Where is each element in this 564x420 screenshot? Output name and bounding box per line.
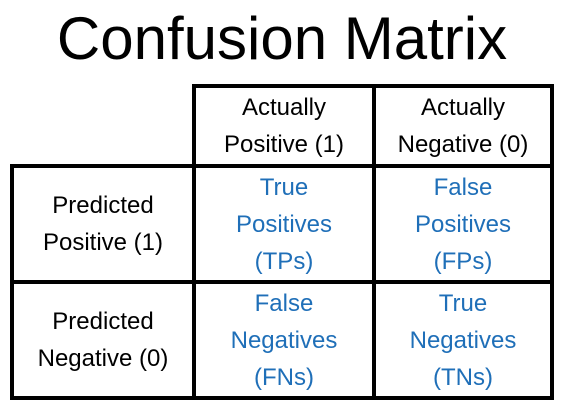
- column-header-label: Actually Positive (1): [223, 94, 345, 158]
- row-header-predicted-negative: Predicted Negative (0): [10, 280, 196, 400]
- cell-false-negatives: False Negatives (FNs): [192, 280, 376, 400]
- diagram-title: Confusion Matrix: [56, 5, 508, 72]
- cell-false-positives: False Positives (FPs): [372, 164, 554, 284]
- row-header-label: Predicted Negative (0): [37, 308, 169, 372]
- column-header-actually-positive: Actually Positive (1): [192, 84, 376, 168]
- cell-label: True Positives (TPs): [235, 173, 333, 275]
- cell-true-negatives: True Negatives (TNs): [372, 280, 554, 400]
- row-header-predicted-positive: Predicted Positive (1): [10, 164, 196, 284]
- column-header-label: Actually Negative (0): [397, 94, 529, 158]
- row-header-label: Predicted Positive (1): [42, 192, 164, 256]
- cell-label: False Positives (FPs): [414, 173, 512, 275]
- cell-label: True Negatives (TNs): [409, 289, 517, 391]
- cell-label: False Negatives (FNs): [230, 289, 338, 391]
- column-header-actually-negative: Actually Negative (0): [372, 84, 554, 168]
- cell-true-positives: True Positives (TPs): [192, 164, 376, 284]
